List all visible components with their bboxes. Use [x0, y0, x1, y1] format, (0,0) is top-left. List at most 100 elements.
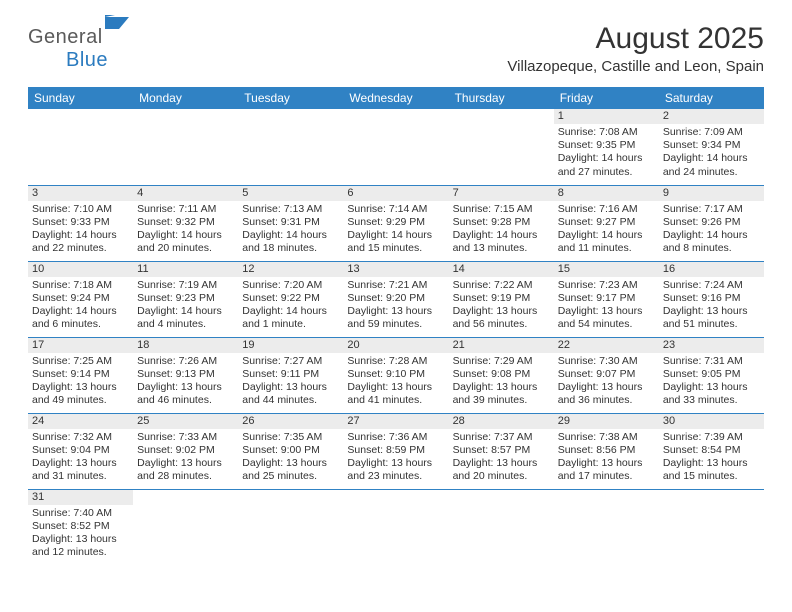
logo-general: General	[28, 26, 103, 48]
calendar-day-cell: 9Sunrise: 7:17 AMSunset: 9:26 PMDaylight…	[659, 185, 764, 261]
calendar-day-cell: 21Sunrise: 7:29 AMSunset: 9:08 PMDayligh…	[449, 337, 554, 413]
day-number: 27	[343, 414, 448, 429]
day-details: Sunrise: 7:14 AMSunset: 9:29 PMDaylight:…	[343, 201, 448, 259]
calendar-day-cell	[554, 489, 659, 565]
calendar-day-cell: 31Sunrise: 7:40 AMSunset: 8:52 PMDayligh…	[28, 489, 133, 565]
calendar-day-cell: 26Sunrise: 7:35 AMSunset: 9:00 PMDayligh…	[238, 413, 343, 489]
calendar-day-cell: 5Sunrise: 7:13 AMSunset: 9:31 PMDaylight…	[238, 185, 343, 261]
weekday-header: Monday	[133, 87, 238, 109]
day-number: 7	[449, 186, 554, 201]
day-details: Sunrise: 7:32 AMSunset: 9:04 PMDaylight:…	[28, 429, 133, 487]
day-number: 31	[28, 490, 133, 505]
calendar-day-cell: 10Sunrise: 7:18 AMSunset: 9:24 PMDayligh…	[28, 261, 133, 337]
calendar-day-cell: 20Sunrise: 7:28 AMSunset: 9:10 PMDayligh…	[343, 337, 448, 413]
calendar-day-cell: 16Sunrise: 7:24 AMSunset: 9:16 PMDayligh…	[659, 261, 764, 337]
calendar-day-cell: 24Sunrise: 7:32 AMSunset: 9:04 PMDayligh…	[28, 413, 133, 489]
calendar-day-cell	[133, 489, 238, 565]
day-details: Sunrise: 7:22 AMSunset: 9:19 PMDaylight:…	[449, 277, 554, 335]
day-number: 18	[133, 338, 238, 353]
location: Villazopeque, Castille and Leon, Spain	[507, 58, 764, 75]
day-number: 17	[28, 338, 133, 353]
day-number: 20	[343, 338, 448, 353]
day-details: Sunrise: 7:17 AMSunset: 9:26 PMDaylight:…	[659, 201, 764, 259]
weekday-header: Saturday	[659, 87, 764, 109]
day-number: 22	[554, 338, 659, 353]
day-number: 6	[343, 186, 448, 201]
calendar-day-cell: 23Sunrise: 7:31 AMSunset: 9:05 PMDayligh…	[659, 337, 764, 413]
day-details: Sunrise: 7:26 AMSunset: 9:13 PMDaylight:…	[133, 353, 238, 411]
day-number: 1	[554, 109, 659, 124]
day-details: Sunrise: 7:15 AMSunset: 9:28 PMDaylight:…	[449, 201, 554, 259]
calendar-week-row: 17Sunrise: 7:25 AMSunset: 9:14 PMDayligh…	[28, 337, 764, 413]
day-details: Sunrise: 7:13 AMSunset: 9:31 PMDaylight:…	[238, 201, 343, 259]
calendar-day-cell: 7Sunrise: 7:15 AMSunset: 9:28 PMDaylight…	[449, 185, 554, 261]
calendar-day-cell: 22Sunrise: 7:30 AMSunset: 9:07 PMDayligh…	[554, 337, 659, 413]
calendar-day-cell	[238, 489, 343, 565]
day-details: Sunrise: 7:28 AMSunset: 9:10 PMDaylight:…	[343, 353, 448, 411]
calendar-week-row: 31Sunrise: 7:40 AMSunset: 8:52 PMDayligh…	[28, 489, 764, 565]
calendar-day-cell	[238, 109, 343, 185]
calendar-day-cell: 19Sunrise: 7:27 AMSunset: 9:11 PMDayligh…	[238, 337, 343, 413]
logo-blue: Blue	[66, 49, 108, 71]
day-number: 24	[28, 414, 133, 429]
calendar-day-cell: 18Sunrise: 7:26 AMSunset: 9:13 PMDayligh…	[133, 337, 238, 413]
month-title: August 2025	[507, 22, 764, 56]
day-details: Sunrise: 7:10 AMSunset: 9:33 PMDaylight:…	[28, 201, 133, 259]
calendar-week-row: 10Sunrise: 7:18 AMSunset: 9:24 PMDayligh…	[28, 261, 764, 337]
calendar-table: SundayMondayTuesdayWednesdayThursdayFrid…	[28, 87, 764, 565]
day-number: 13	[343, 262, 448, 277]
calendar-day-cell: 30Sunrise: 7:39 AMSunset: 8:54 PMDayligh…	[659, 413, 764, 489]
day-number: 11	[133, 262, 238, 277]
calendar-day-cell: 3Sunrise: 7:10 AMSunset: 9:33 PMDaylight…	[28, 185, 133, 261]
day-details: Sunrise: 7:20 AMSunset: 9:22 PMDaylight:…	[238, 277, 343, 335]
day-details: Sunrise: 7:35 AMSunset: 9:00 PMDaylight:…	[238, 429, 343, 487]
day-details: Sunrise: 7:37 AMSunset: 8:57 PMDaylight:…	[449, 429, 554, 487]
day-details: Sunrise: 7:08 AMSunset: 9:35 PMDaylight:…	[554, 124, 659, 182]
day-details: Sunrise: 7:24 AMSunset: 9:16 PMDaylight:…	[659, 277, 764, 335]
day-number: 5	[238, 186, 343, 201]
day-details: Sunrise: 7:38 AMSunset: 8:56 PMDaylight:…	[554, 429, 659, 487]
calendar-day-cell	[659, 489, 764, 565]
calendar-week-row: 24Sunrise: 7:32 AMSunset: 9:04 PMDayligh…	[28, 413, 764, 489]
logo: GeneralBlue	[28, 26, 131, 72]
day-details: Sunrise: 7:31 AMSunset: 9:05 PMDaylight:…	[659, 353, 764, 411]
header: GeneralBlue August 2025 Villazopeque, Ca…	[28, 22, 764, 75]
logo-flag-icon	[105, 12, 131, 35]
day-number: 15	[554, 262, 659, 277]
day-details: Sunrise: 7:09 AMSunset: 9:34 PMDaylight:…	[659, 124, 764, 182]
day-details: Sunrise: 7:16 AMSunset: 9:27 PMDaylight:…	[554, 201, 659, 259]
logo-text: GeneralBlue	[28, 26, 131, 72]
weekday-header: Friday	[554, 87, 659, 109]
calendar-day-cell: 1Sunrise: 7:08 AMSunset: 9:35 PMDaylight…	[554, 109, 659, 185]
day-number: 9	[659, 186, 764, 201]
day-number: 12	[238, 262, 343, 277]
calendar-day-cell: 29Sunrise: 7:38 AMSunset: 8:56 PMDayligh…	[554, 413, 659, 489]
calendar-day-cell	[343, 109, 448, 185]
title-block: August 2025 Villazopeque, Castille and L…	[507, 22, 764, 75]
day-number: 23	[659, 338, 764, 353]
calendar-body: 1Sunrise: 7:08 AMSunset: 9:35 PMDaylight…	[28, 109, 764, 565]
calendar-day-cell: 15Sunrise: 7:23 AMSunset: 9:17 PMDayligh…	[554, 261, 659, 337]
day-number: 16	[659, 262, 764, 277]
day-details: Sunrise: 7:23 AMSunset: 9:17 PMDaylight:…	[554, 277, 659, 335]
calendar-day-cell	[449, 489, 554, 565]
day-number: 21	[449, 338, 554, 353]
day-details: Sunrise: 7:19 AMSunset: 9:23 PMDaylight:…	[133, 277, 238, 335]
calendar-day-cell: 13Sunrise: 7:21 AMSunset: 9:20 PMDayligh…	[343, 261, 448, 337]
day-number: 14	[449, 262, 554, 277]
calendar-day-cell: 6Sunrise: 7:14 AMSunset: 9:29 PMDaylight…	[343, 185, 448, 261]
day-number: 26	[238, 414, 343, 429]
calendar-day-cell: 8Sunrise: 7:16 AMSunset: 9:27 PMDaylight…	[554, 185, 659, 261]
calendar-day-cell	[343, 489, 448, 565]
day-number: 29	[554, 414, 659, 429]
calendar-day-cell	[28, 109, 133, 185]
day-number: 10	[28, 262, 133, 277]
calendar-week-row: 1Sunrise: 7:08 AMSunset: 9:35 PMDaylight…	[28, 109, 764, 185]
day-details: Sunrise: 7:40 AMSunset: 8:52 PMDaylight:…	[28, 505, 133, 563]
day-number: 3	[28, 186, 133, 201]
day-number: 25	[133, 414, 238, 429]
calendar-day-cell: 27Sunrise: 7:36 AMSunset: 8:59 PMDayligh…	[343, 413, 448, 489]
day-details: Sunrise: 7:39 AMSunset: 8:54 PMDaylight:…	[659, 429, 764, 487]
weekday-header: Wednesday	[343, 87, 448, 109]
weekday-header: Sunday	[28, 87, 133, 109]
